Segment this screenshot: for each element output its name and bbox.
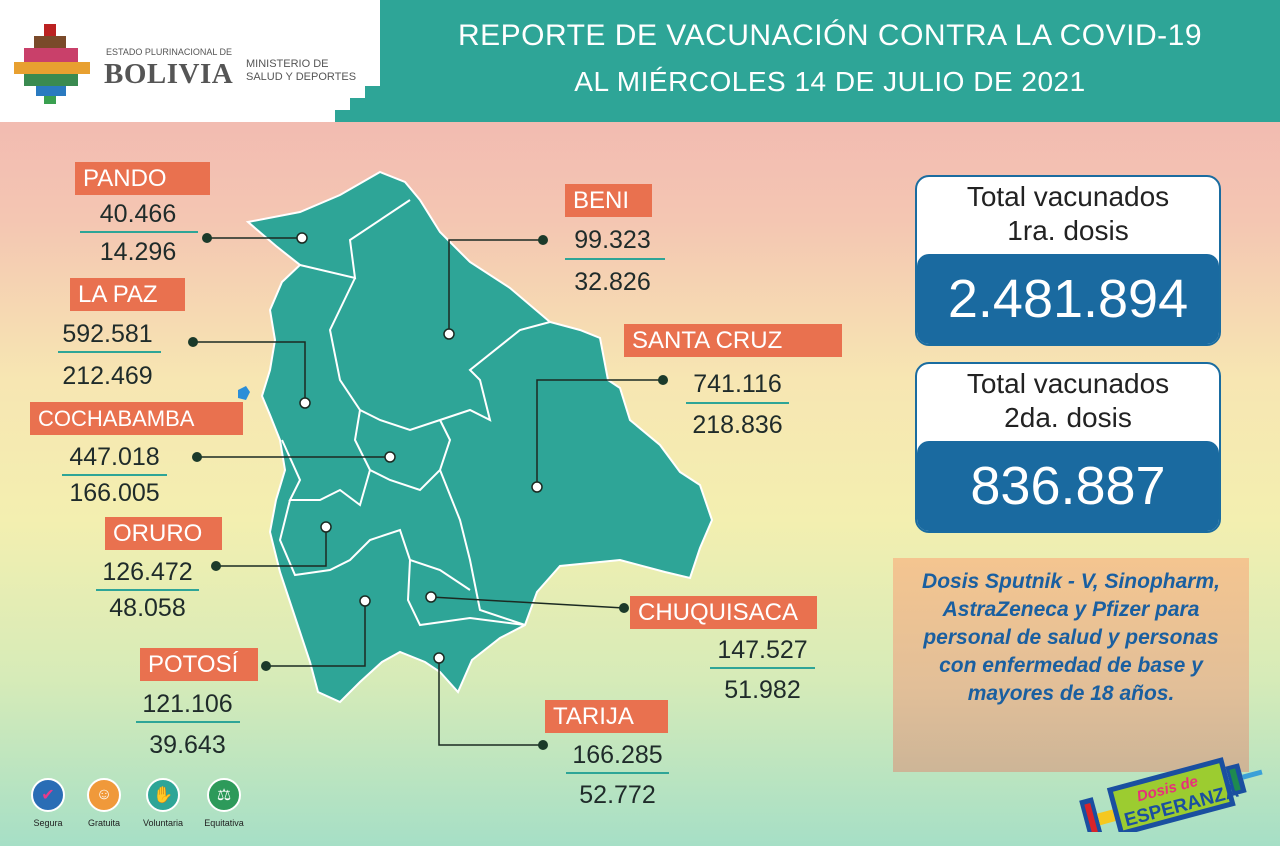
beni-divider: [565, 258, 665, 260]
santa-cruz-divider: [686, 402, 789, 404]
potosi-dose2: 39.643: [149, 731, 226, 759]
oruro-dose1: 126.472: [102, 558, 193, 586]
la-paz-dose2: 212.469: [62, 362, 153, 390]
scales-icon: ⚖: [207, 778, 241, 812]
ministry-name: MINISTERIO DE SALUD Y DEPORTES: [246, 58, 356, 84]
potosi-divider: [136, 721, 240, 723]
badge-label-voluntaria: Voluntaria: [142, 818, 184, 828]
total-second-dose-value: 836.887: [917, 441, 1219, 531]
total-first-dose-card: Total vacunados 1ra. dosis 2.481.894: [915, 175, 1221, 346]
dept-label-potosi: POTOSÍ: [140, 648, 258, 681]
cochabamba-divider: [62, 474, 167, 476]
beni-dose2: 32.826: [574, 268, 651, 296]
department-markers: [296, 232, 543, 664]
vaccine-note: Dosis Sputnik - V, Sinopharm, AstraZenec…: [893, 558, 1249, 772]
oruro-divider: [96, 589, 199, 591]
total-second-dose-label: Total vacunados 2da. dosis: [917, 364, 1219, 435]
total-second-dose-card: Total vacunados 2da. dosis 836.887: [915, 362, 1221, 533]
dosis-de-esperanza-logo: Dosis de ESPERANZA: [1079, 757, 1263, 832]
bolivia-outline: [245, 170, 714, 704]
total-first-dose-label: Total vacunados 1ra. dosis: [917, 177, 1219, 248]
chuquisaca-dose1: 147.527: [717, 636, 808, 664]
tarija-dose2: 52.772: [579, 781, 656, 809]
lake-titicaca: [238, 386, 250, 400]
logo-country-text: BOLIVIA: [104, 58, 234, 90]
dept-label-oruro: ORURO: [105, 517, 222, 550]
badge-label-equitativa: Equitativa: [204, 818, 244, 828]
total-first-label-line1: Total vacunados: [966, 181, 1170, 212]
total-second-label-line2: 2da. dosis: [1004, 402, 1132, 433]
potosi-dose1: 121.106: [142, 690, 233, 718]
oruro-dose2: 48.058: [109, 594, 186, 622]
dept-label-santa-cruz: SANTA CRUZ: [624, 324, 842, 357]
report-title: REPORTE DE VACUNACIÓN CONTRA LA COVID-19: [457, 19, 1203, 52]
la-paz-divider: [58, 351, 161, 353]
badge-label-segura: Segura: [33, 818, 63, 828]
dept-label-tarija: TARIJA: [545, 700, 668, 733]
santa-cruz-dose2: 218.836: [692, 411, 783, 439]
logo-estado-text: ESTADO PLURINACIONAL DE: [106, 47, 233, 57]
smiley-icon: ☺: [87, 778, 121, 812]
la-paz-dose1: 592.581: [62, 320, 153, 348]
cochabamba-dose2: 166.005: [69, 479, 160, 507]
department-borders: [278, 199, 551, 627]
dept-label-chuquisaca: CHUQUISACA: [630, 596, 817, 629]
total-second-label-line1: Total vacunados: [966, 368, 1170, 399]
santa-cruz-dose1: 741.116: [693, 370, 782, 398]
cochabamba-dose1: 447.018: [69, 443, 160, 471]
dept-label-la-paz: LA PAZ: [70, 278, 185, 311]
total-first-label-line2: 1ra. dosis: [1007, 215, 1129, 246]
pando-dose2: 14.296: [99, 238, 177, 266]
chuquisaca-divider: [710, 667, 815, 669]
pando-dose1: 40.466: [99, 200, 177, 228]
dept-label-beni: BENI: [565, 184, 652, 217]
report-date: AL MIÉRCOLES 14 DE JULIO DE 2021: [574, 66, 1086, 97]
raised-hand-icon: ✋: [146, 778, 180, 812]
badge-label-gratuita: Gratuita: [87, 818, 120, 828]
pando-divider: [80, 231, 198, 233]
dept-label-pando: PANDO: [75, 162, 210, 195]
beni-dose1: 99.323: [574, 226, 651, 254]
ministry-line2: SALUD Y DEPORTES: [246, 71, 357, 83]
tarija-dose1: 166.285: [572, 741, 663, 769]
header-banner: [335, 0, 1280, 122]
chuquisaca-dose2: 51.982: [724, 676, 801, 704]
shield-check-icon: ✔: [31, 778, 65, 812]
leader-lines: [193, 237, 663, 746]
leader-end-dots: [188, 233, 668, 750]
dept-label-cochabamba: COCHABAMBA: [30, 402, 243, 435]
tarija-divider: [566, 772, 669, 774]
total-first-dose-value: 2.481.894: [917, 254, 1219, 344]
ministry-line1: MINISTERIO DE: [246, 58, 329, 70]
bolivia-emblem-logo: [14, 24, 90, 104]
